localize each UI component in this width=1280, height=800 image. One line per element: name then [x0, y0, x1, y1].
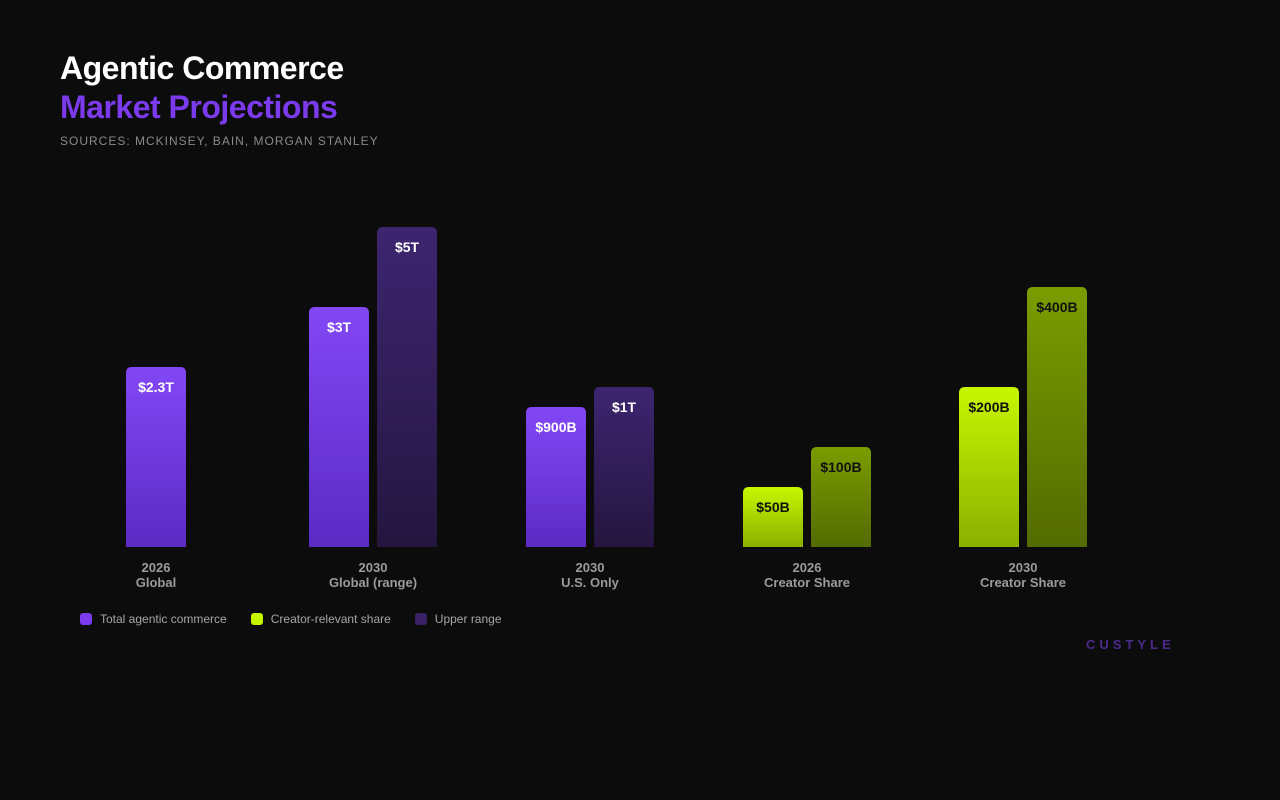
bar-rect: [526, 407, 586, 547]
category-name-label: Creator Share: [980, 575, 1066, 590]
bar-value-label: $900B: [535, 419, 576, 435]
bar-rect: [959, 387, 1019, 547]
category-year-label: 2030: [576, 560, 605, 575]
category-name-label: Global (range): [329, 575, 417, 590]
category-year-label: 2026: [793, 560, 822, 575]
chart-sources: SOURCES: MCKINSEY, BAIN, MORGAN STANLEY: [60, 134, 379, 148]
bar-value-label: $100B: [820, 459, 861, 475]
category-name-label: Global: [136, 575, 176, 590]
bar-creator: $200B: [959, 387, 1019, 547]
bar-rect: [126, 367, 186, 547]
bar-rect: [594, 387, 654, 547]
bar-value-label: $5T: [395, 239, 420, 255]
category-year-label: 2030: [1009, 560, 1038, 575]
legend-item-total: Total agentic commerce: [80, 612, 227, 626]
brand-logo: CUSTYLE: [1086, 637, 1175, 652]
category-year-label: 2030: [359, 560, 388, 575]
bar-value-label: $1T: [612, 399, 637, 415]
legend-swatch-creator: [250, 613, 263, 625]
bar-rect: [377, 227, 437, 547]
bar-value-label: $50B: [756, 499, 789, 515]
legend-label-total: Total agentic commerce: [100, 612, 227, 626]
bar-rect: [309, 307, 369, 547]
legend-label-creator: Creator-relevant share: [270, 612, 391, 626]
bar-total: $2.3T: [126, 367, 186, 547]
category-name-label: Creator Share: [764, 575, 850, 590]
legend-label-upper: Upper range: [434, 612, 502, 626]
legend-item-creator: Creator-relevant share: [250, 612, 391, 626]
bar-creator_upper: $400B: [1027, 287, 1087, 547]
category-name-label: U.S. Only: [561, 575, 620, 590]
bar-rect: [811, 447, 871, 547]
bar-upper: $5T: [377, 227, 437, 547]
category-year-label: 2026: [142, 560, 171, 575]
legend-item-upper: Upper range: [414, 612, 502, 626]
bar-creator: $50B: [743, 487, 803, 547]
bar-value-label: $2.3T: [138, 379, 174, 395]
chart-subtitle: Market Projections: [60, 89, 338, 125]
legend-swatch-upper: [414, 613, 427, 625]
bar-creator_upper: $100B: [811, 447, 871, 547]
bar-rect: [743, 487, 803, 547]
bar-upper: $1T: [594, 387, 654, 547]
bar-total: $900B: [526, 407, 586, 547]
bars-layer: $2.3T $3T $5T $900B $1T $50B $100B $200B $400B: [126, 227, 1087, 547]
bar-total: $3T: [309, 307, 369, 547]
legend-swatch-total: [80, 613, 92, 625]
chart-legend: Total agentic commerce Creator-relevant …: [80, 612, 502, 626]
bar-rect: [1027, 287, 1087, 547]
bar-value-label: $3T: [327, 319, 352, 335]
chart-title: Agentic Commerce: [60, 50, 344, 86]
bar-value-label: $200B: [968, 399, 1009, 415]
bar-value-label: $400B: [1036, 299, 1077, 315]
